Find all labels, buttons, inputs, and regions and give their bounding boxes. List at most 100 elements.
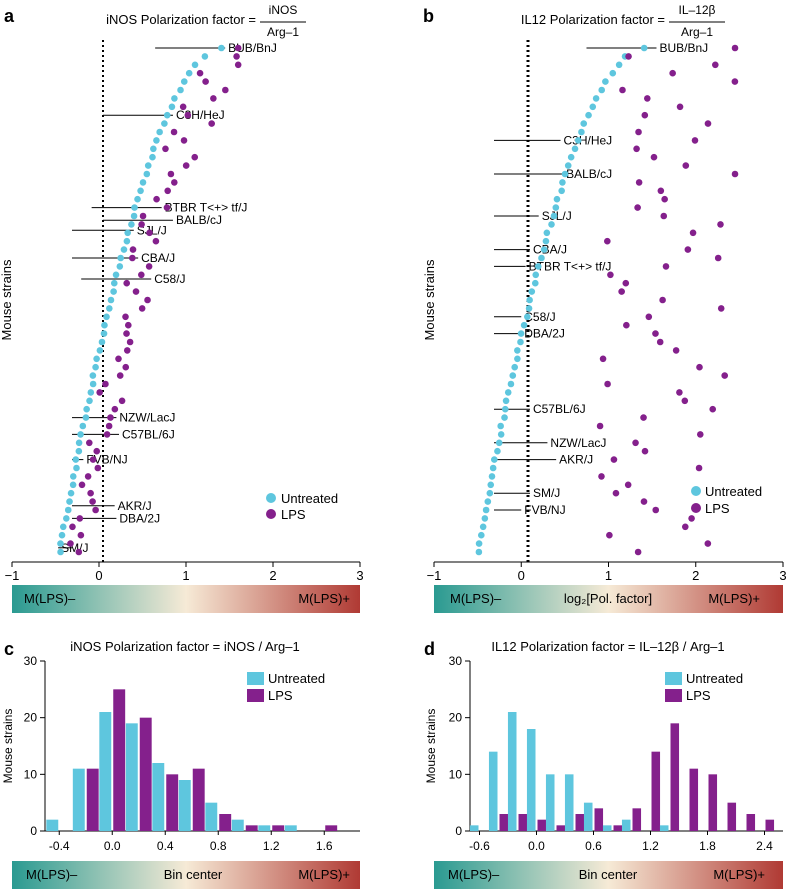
panel-a-untreated-point	[66, 498, 73, 505]
panel-b-lps-point	[625, 53, 632, 60]
panel-b-points	[475, 44, 739, 556]
panel-b-lps-point	[659, 296, 666, 304]
panel-a-x-tick-label: 1	[182, 568, 189, 583]
panel-a-strain-label: C58/J	[154, 272, 185, 286]
panel-a-untreated-point	[177, 86, 184, 94]
panel-a-lps-point	[96, 389, 103, 396]
panel-a-untreated-point	[163, 111, 171, 119]
panel-d-bar-lps	[708, 774, 718, 831]
panel-d-bar-lps	[556, 825, 566, 831]
panel-d-title: IL12 Polarization factor = IL–12β / Arg–…	[491, 639, 724, 654]
panel-b-lps-point	[681, 523, 689, 531]
panel-a-lps-point	[162, 145, 169, 153]
panel-c-bars	[46, 689, 338, 831]
panel-a-lps-point	[234, 61, 242, 69]
panel-a-lps-point	[116, 372, 124, 379]
panel-a-lps-point	[208, 120, 215, 127]
panel-d-legend-lps-label: LPS	[686, 688, 711, 703]
panel-a-lps-point	[138, 305, 146, 312]
panel-c-legend-lps-swatch	[247, 689, 264, 702]
panel-b-lps-point	[717, 221, 724, 228]
panel-d-bar-untreated	[526, 729, 536, 831]
panel-b-untreated-point	[501, 405, 509, 413]
panel-d-x-tick-label: 0.6	[585, 839, 602, 853]
panel-b-strain-label: NZW/LacJ	[550, 436, 606, 450]
panel-c-label: c	[4, 639, 14, 659]
panel-a-lps-point	[163, 204, 171, 211]
panel-a-strain-label: C3H/HeJ	[176, 108, 225, 122]
panel-b-untreated-point	[475, 548, 483, 556]
panel-c-x-tick-label: 1.6	[316, 839, 333, 853]
panel-a-untreated-point	[180, 78, 188, 85]
panel-b-lps-point	[676, 103, 684, 111]
panel-b-lps-point	[610, 456, 618, 463]
panel-b-lps-point	[604, 237, 611, 245]
panel-a-untreated-point	[143, 170, 151, 178]
panel-a-untreated-point	[75, 447, 83, 455]
panel-b-y-axis-label: Mouse strains	[422, 259, 437, 340]
panel-a-untreated-point	[106, 305, 113, 312]
panel-a-lps-point	[87, 489, 94, 497]
panel-a-lps-point	[138, 271, 145, 279]
panel-a-lps-point	[123, 347, 131, 354]
panel-b-lps-point	[640, 498, 648, 505]
panel-c-bar-untreated	[205, 802, 218, 831]
panel-c-y-axis-label: Mouse strains	[1, 709, 15, 784]
panel-a-lps-point	[234, 44, 242, 52]
panel-a-lps-point	[76, 515, 84, 522]
panel-a-x-tick-label: −1	[5, 568, 20, 583]
panel-b-lps-point	[714, 254, 722, 262]
panel-d-legend-lps-swatch	[665, 689, 682, 702]
panel-b-untreated-point	[615, 61, 623, 69]
panel-b-x-tick-label: −1	[427, 568, 442, 583]
panel-d-legend-untreated-swatch	[665, 672, 682, 685]
panel-b-lps-point	[669, 69, 676, 77]
panel-a-lps-point	[179, 103, 187, 111]
panel-a-untreated-point	[130, 212, 138, 220]
panel-b-untreated-point	[514, 355, 521, 363]
panel-b-lps-point	[684, 246, 692, 253]
panel-a-lps-point	[111, 405, 119, 413]
panel-b-untreated-point	[640, 44, 648, 52]
panel-c-y-tick-label: 30	[24, 654, 38, 668]
panel-a-untreated-point	[79, 422, 87, 430]
panel-a-untreated-point	[64, 506, 72, 514]
panel-b-strain-label: BALB/cJ	[566, 167, 612, 181]
panel-d-bar-lps	[632, 808, 642, 831]
panel-b-untreated-point	[602, 78, 609, 85]
panel-b-strain-label: CBA/J	[533, 243, 567, 257]
panel-a-lps-point	[92, 506, 99, 514]
panel-a-strain-label: SJL/J	[137, 223, 167, 237]
panel-b-lps-point	[622, 279, 630, 287]
panel-b-untreated-point	[526, 296, 533, 304]
panel-b-lps-point	[650, 153, 658, 161]
panel-d-bar-untreated	[659, 825, 669, 831]
panel-a-untreated-point	[124, 229, 131, 237]
panel-a-untreated-point	[101, 321, 108, 329]
panel-b-lps-point	[634, 204, 641, 211]
panel-a-untreated-point	[131, 204, 138, 211]
panel-b-untreated-point	[491, 456, 498, 463]
panel-b-untreated-point	[558, 187, 565, 195]
panel-c: c iNOS Polarization factor = iNOS / Arg–…	[1, 639, 360, 889]
panel-a-lps-point	[182, 162, 190, 169]
panel-a-untreated-point	[98, 338, 106, 346]
panel-c-y-tick-label: 10	[24, 767, 38, 781]
panel-b-untreated-point	[504, 389, 512, 396]
panel-b-untreated-point	[571, 145, 579, 153]
panel-b-lps-point	[634, 548, 642, 556]
panel-a-lps-point	[124, 321, 132, 329]
panel-b-lps-point	[652, 506, 660, 514]
panel-b-lps-point	[635, 179, 643, 186]
panel-c-x-tick-label: 0.0	[104, 839, 121, 853]
panel-c-legend-untreated-label: Untreated	[268, 671, 325, 686]
panel-b-bar-right-label: M(LPS)+	[708, 591, 760, 606]
panel-b-untreated-point	[580, 120, 588, 127]
panel-d-label: d	[424, 639, 435, 659]
panel-d-bar-untreated	[583, 802, 593, 831]
panel-a-lps-point	[75, 548, 83, 556]
panel-d-x-tick-label: 1.8	[699, 839, 716, 853]
panel-b-untreated-point	[534, 263, 542, 270]
panel-a-strain-label: BTBR T<+> tf/J	[165, 201, 248, 215]
panel-b-strain-label: C58/J	[524, 310, 555, 324]
